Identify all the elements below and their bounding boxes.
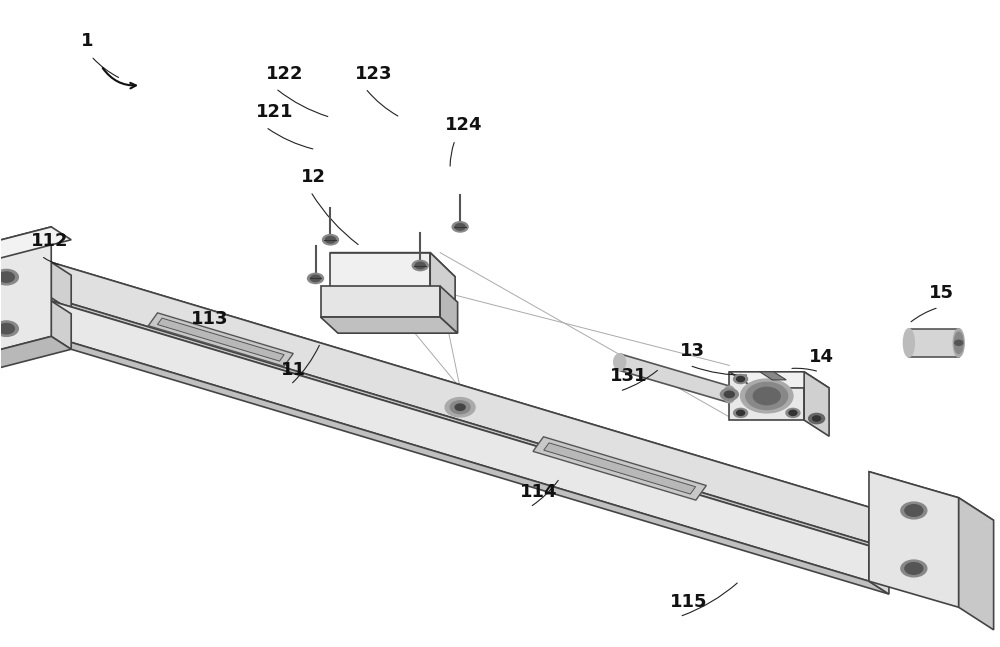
Polygon shape <box>320 286 440 317</box>
Circle shape <box>445 398 475 417</box>
Circle shape <box>737 377 745 382</box>
Circle shape <box>905 563 923 575</box>
Ellipse shape <box>903 329 914 357</box>
Polygon shape <box>330 252 455 277</box>
Circle shape <box>753 388 780 404</box>
Circle shape <box>0 321 18 336</box>
Polygon shape <box>51 298 889 555</box>
Polygon shape <box>51 301 71 349</box>
Polygon shape <box>869 472 959 608</box>
Circle shape <box>720 389 738 400</box>
Polygon shape <box>320 317 458 333</box>
Text: 13: 13 <box>680 342 704 360</box>
Ellipse shape <box>954 332 963 353</box>
Text: 113: 113 <box>191 309 228 327</box>
Text: 1: 1 <box>81 32 94 50</box>
Text: 12: 12 <box>301 168 326 186</box>
Polygon shape <box>157 318 284 361</box>
Polygon shape <box>51 336 889 594</box>
Polygon shape <box>959 498 994 630</box>
Circle shape <box>322 235 338 245</box>
Circle shape <box>311 275 320 281</box>
Circle shape <box>741 379 793 413</box>
Circle shape <box>450 400 470 413</box>
Polygon shape <box>729 372 829 388</box>
Polygon shape <box>0 227 71 263</box>
Text: 124: 124 <box>445 116 483 134</box>
Circle shape <box>809 413 825 424</box>
Circle shape <box>455 404 465 410</box>
Text: 114: 114 <box>520 483 557 501</box>
Polygon shape <box>430 252 455 316</box>
Ellipse shape <box>614 354 626 371</box>
Polygon shape <box>869 472 994 520</box>
Polygon shape <box>51 262 889 520</box>
Polygon shape <box>869 507 889 555</box>
Text: 15: 15 <box>929 284 954 302</box>
Circle shape <box>455 224 465 230</box>
Circle shape <box>813 416 821 421</box>
Ellipse shape <box>723 386 735 402</box>
Circle shape <box>955 340 963 345</box>
Circle shape <box>734 375 748 384</box>
Polygon shape <box>0 227 51 360</box>
Polygon shape <box>869 546 889 594</box>
Polygon shape <box>533 437 706 500</box>
Polygon shape <box>440 286 458 333</box>
Text: 14: 14 <box>809 348 834 366</box>
Circle shape <box>308 273 323 283</box>
Circle shape <box>0 324 14 334</box>
Text: 115: 115 <box>670 593 707 611</box>
Polygon shape <box>544 443 696 494</box>
Polygon shape <box>909 329 959 357</box>
Text: 123: 123 <box>355 65 393 83</box>
Circle shape <box>325 237 335 243</box>
Circle shape <box>734 408 748 417</box>
Polygon shape <box>51 262 71 311</box>
Circle shape <box>724 391 734 398</box>
Circle shape <box>746 382 788 410</box>
Polygon shape <box>620 354 729 402</box>
Ellipse shape <box>953 329 964 357</box>
Polygon shape <box>804 372 829 436</box>
Circle shape <box>737 410 745 415</box>
Circle shape <box>905 505 923 516</box>
Circle shape <box>789 410 797 415</box>
Text: 121: 121 <box>256 104 293 122</box>
Text: 131: 131 <box>610 367 647 386</box>
Polygon shape <box>51 301 889 558</box>
Polygon shape <box>0 336 71 373</box>
Polygon shape <box>330 252 430 291</box>
Text: 11: 11 <box>281 361 306 379</box>
Circle shape <box>415 262 425 269</box>
Polygon shape <box>148 313 293 366</box>
Text: 112: 112 <box>31 232 69 250</box>
Circle shape <box>412 260 428 270</box>
Text: 122: 122 <box>266 65 303 83</box>
Polygon shape <box>51 262 869 543</box>
Circle shape <box>452 222 468 232</box>
Polygon shape <box>729 372 804 420</box>
Circle shape <box>901 560 927 577</box>
Circle shape <box>0 272 14 282</box>
Circle shape <box>0 269 18 285</box>
Circle shape <box>901 502 927 519</box>
Circle shape <box>786 408 800 417</box>
Polygon shape <box>51 301 869 581</box>
Polygon shape <box>760 372 786 380</box>
